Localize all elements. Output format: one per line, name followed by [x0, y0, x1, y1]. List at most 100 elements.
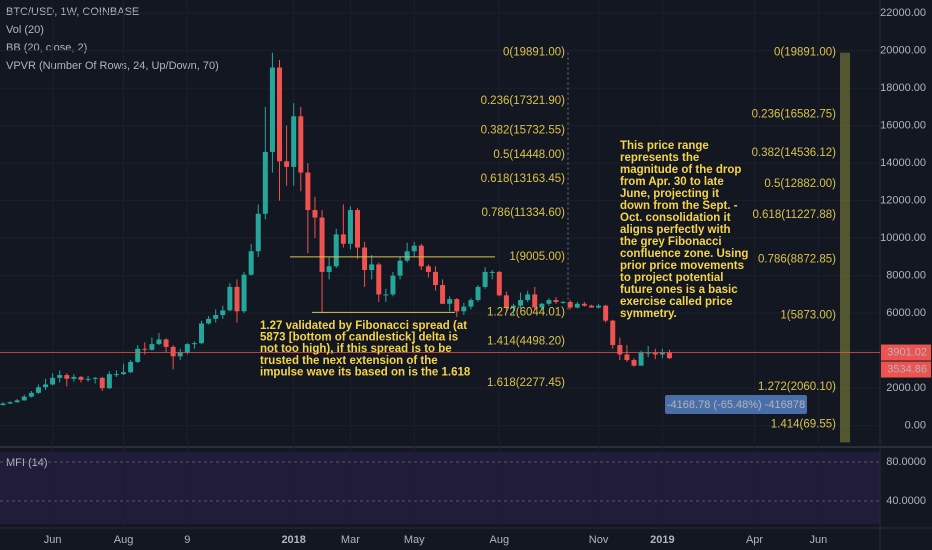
candle-body: [142, 348, 148, 350]
candle-body: [191, 343, 197, 345]
annotation: exercise called price: [620, 296, 733, 308]
candle-body: [220, 310, 226, 316]
candle-body: [645, 352, 651, 354]
annotation: from Apr. 30 to late: [620, 176, 724, 188]
candle-body: [85, 378, 91, 380]
y-tick-label: 8000.00: [886, 270, 926, 282]
indicator-label: Vol (20): [6, 24, 44, 36]
candle-body: [347, 210, 353, 244]
candle-body: [184, 344, 190, 353]
annotation: This price range: [620, 140, 709, 152]
candle-body: [21, 396, 27, 401]
annotation: June, projecting it: [620, 188, 719, 200]
candle-body: [234, 286, 240, 312]
fib-label: 1(9005.00): [509, 251, 565, 263]
candle-body: [333, 234, 339, 267]
candle-body: [482, 271, 488, 287]
fib-label: 1.414(69.55): [771, 418, 836, 430]
x-tick-label: Mar: [341, 534, 360, 546]
candle-body: [376, 264, 382, 295]
candle-body: [255, 213, 261, 252]
fib-label: 0.618(13163.45): [481, 173, 566, 185]
candle-body: [369, 264, 375, 271]
price-label-box: [881, 344, 931, 361]
candle-body: [163, 339, 169, 347]
candle-body: [113, 374, 119, 376]
candle-body: [362, 247, 368, 271]
indicator-label: VPVR (Number Of Rows, 24, Up/Down, 70): [6, 60, 219, 72]
candle-body: [199, 323, 205, 344]
fib-label: 0.5(14448.00): [493, 149, 565, 161]
candle-body: [177, 352, 183, 357]
annotation: symmetry.: [620, 308, 677, 320]
mfi-tick-label: 40.0000: [886, 495, 926, 507]
candle-body: [588, 305, 594, 308]
annotation: to project potential: [620, 272, 724, 284]
annotation: represents the: [620, 152, 699, 164]
candle-body: [581, 303, 587, 306]
x-tick-label: 9: [184, 534, 190, 546]
y-tick-label: 0.00: [905, 420, 926, 432]
x-tick-label: May: [404, 534, 425, 546]
fib-label: 0(19891.00): [774, 47, 836, 59]
candle-body: [475, 286, 481, 301]
symbol-title: BTC/USD, 1W, COINBASE: [6, 6, 139, 18]
candle-body: [603, 305, 609, 321]
candle-body: [532, 294, 538, 308]
annotation: magnitude of the drop: [620, 164, 741, 176]
fib-label: 1(5873.00): [780, 310, 836, 322]
candle-body: [574, 303, 580, 308]
candle-body: [447, 299, 453, 304]
y-tick-label: 12000.00: [880, 195, 926, 207]
annotation: future ones is a basic: [620, 284, 738, 296]
annotation: impulse wave its based on is the 1.618: [260, 366, 471, 378]
candle-body: [560, 301, 566, 303]
y-tick-label: 16000.00: [880, 120, 926, 132]
candle-body: [121, 372, 127, 375]
measure-label: -4168.78 (-65.48%) -416878: [667, 399, 805, 411]
candle-body: [390, 275, 396, 295]
candle-body: [440, 285, 446, 304]
candle-body: [319, 217, 325, 272]
price-label: 3534.86: [887, 363, 927, 375]
candle-body: [496, 271, 502, 296]
x-tick-label: Jun: [44, 534, 62, 546]
candle-body: [213, 315, 219, 319]
annotation: confluence zone. Using: [620, 248, 748, 260]
candle-body: [383, 294, 389, 296]
candle-body: [610, 320, 616, 346]
candle-body: [262, 151, 268, 214]
candle-body: [0, 403, 6, 406]
candle-body: [135, 348, 141, 362]
fib-label: 0.236(16582.75): [752, 109, 837, 121]
candle-body: [454, 299, 460, 312]
candle-body: [468, 300, 474, 307]
y-tick-label: 20000.00: [880, 45, 926, 57]
candle-body: [567, 301, 573, 308]
x-tick-label: Nov: [589, 534, 609, 546]
x-tick-label: 2019: [650, 534, 674, 546]
candle-body: [170, 346, 176, 357]
candle-body: [78, 376, 84, 380]
candle-body: [277, 67, 283, 162]
candle-body: [326, 266, 332, 272]
candle-body: [269, 67, 275, 152]
annotation: prior price movements: [620, 260, 744, 272]
fib-zone: [840, 52, 850, 443]
candle-body: [14, 400, 20, 403]
candle-body: [418, 245, 424, 267]
candle-body: [596, 305, 602, 308]
annotation: 1.27 validated by Fibonacci spread (at: [260, 320, 467, 332]
candle-body: [489, 271, 495, 273]
y-tick-label: 18000.00: [880, 82, 926, 94]
candle-body: [149, 344, 155, 350]
fib-label: 0.618(11227.88): [752, 209, 836, 221]
candle-body: [553, 300, 559, 302]
fib-label: 0.5(12882.00): [764, 178, 836, 190]
candle-body: [92, 377, 98, 379]
mfi-band: [0, 452, 880, 524]
candle-body: [35, 387, 41, 393]
price-label-box: [881, 361, 931, 378]
candle-body: [57, 375, 63, 378]
